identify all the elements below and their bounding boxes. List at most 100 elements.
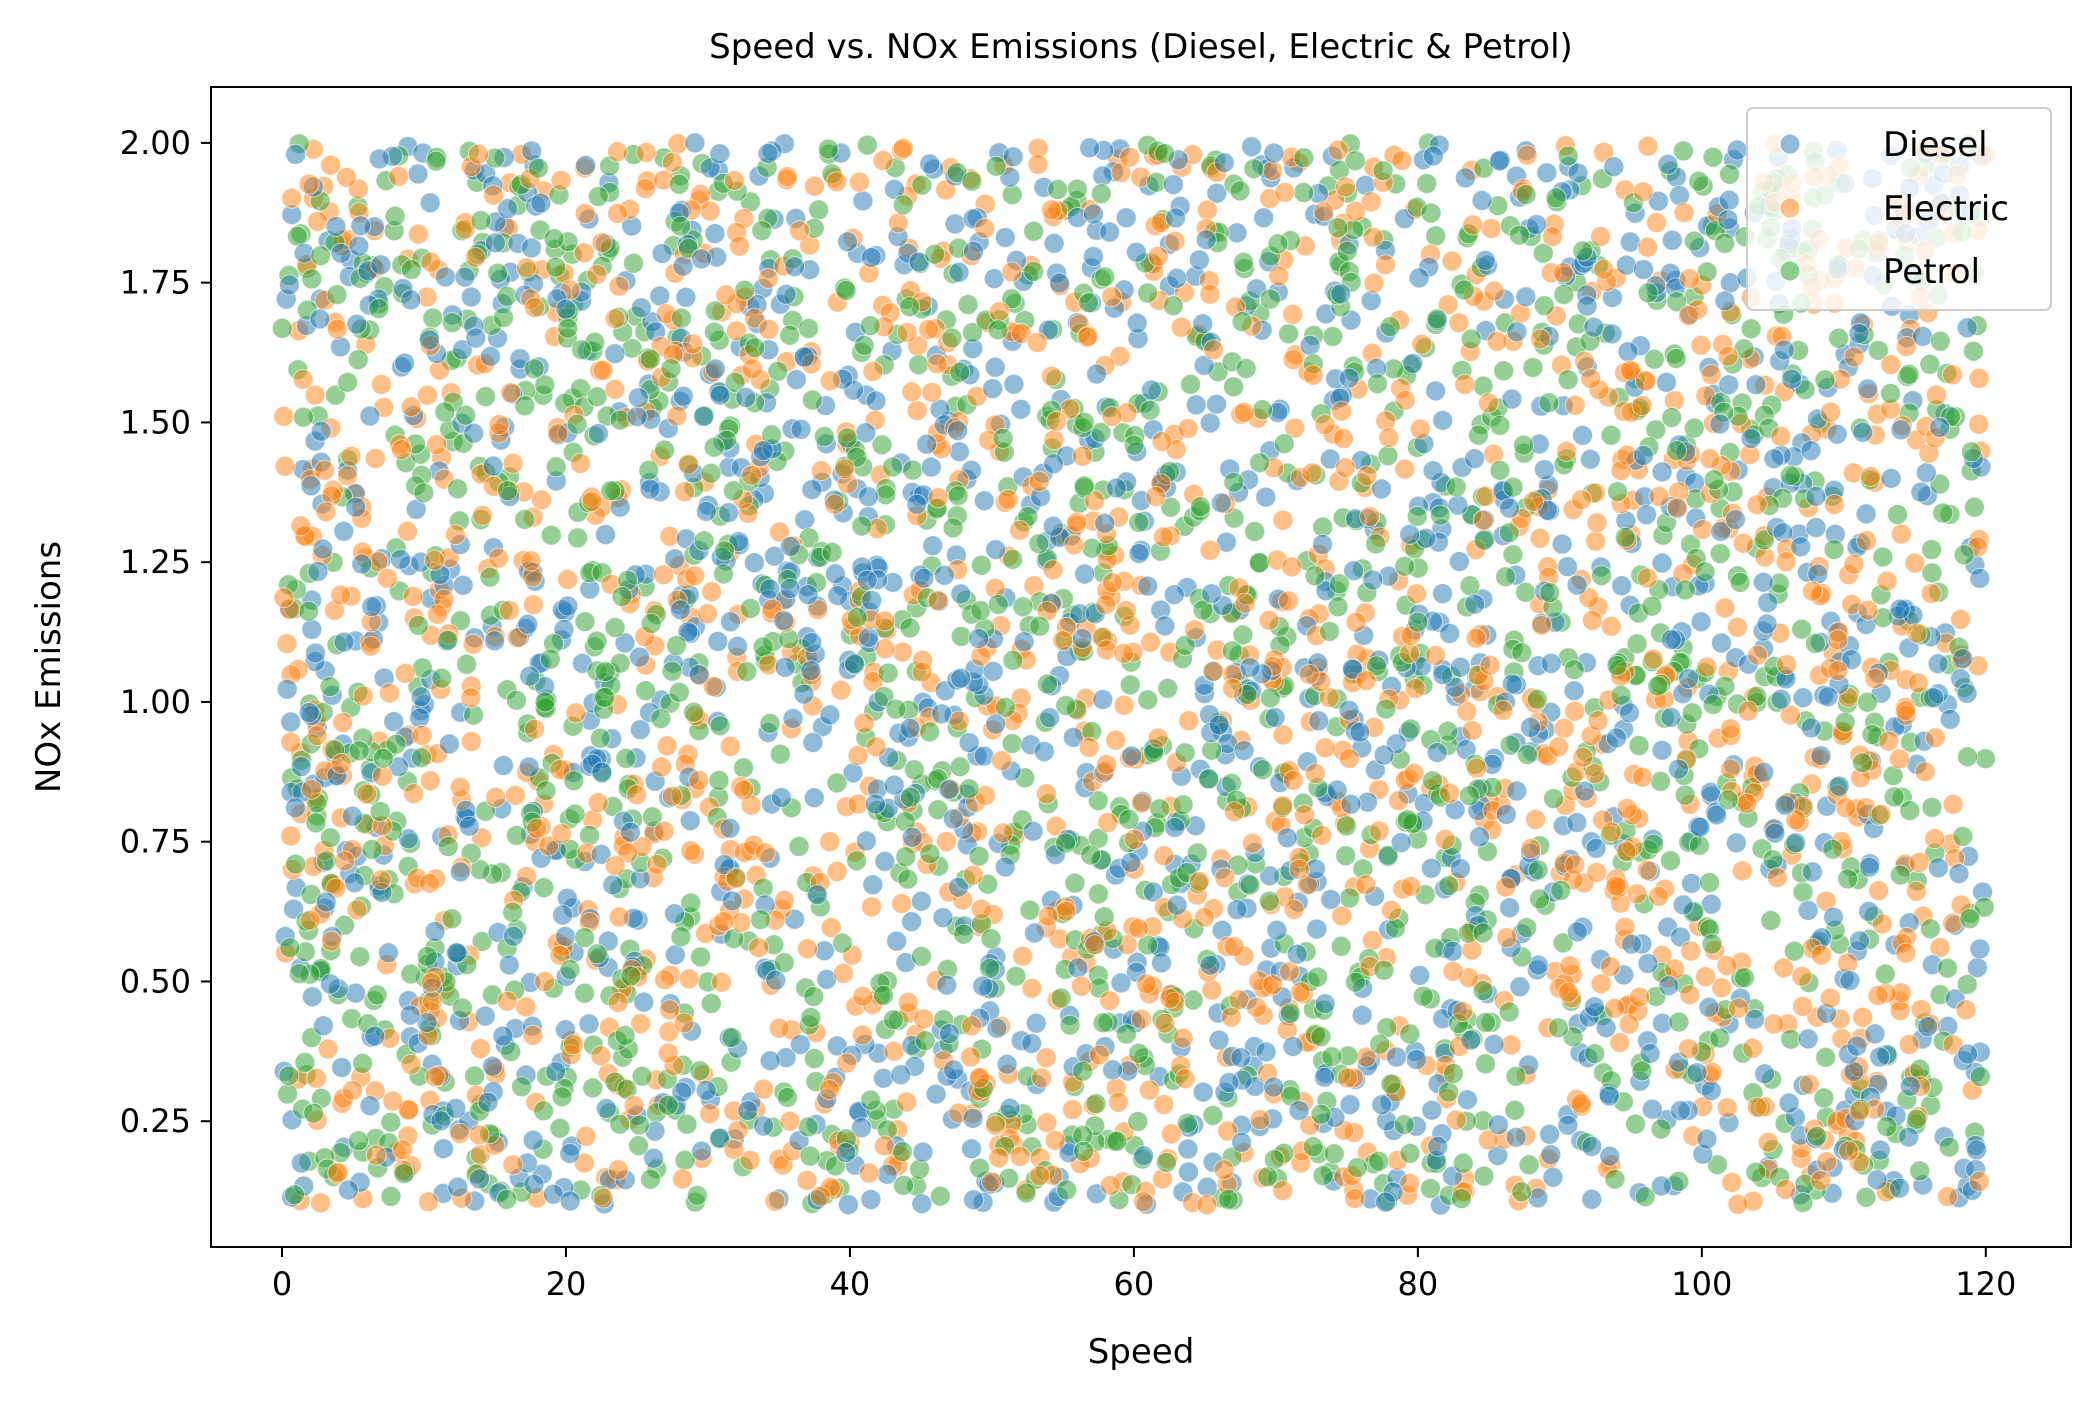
data-point-electric [551, 823, 573, 845]
data-point-electric [315, 501, 337, 523]
data-point-petrol [998, 1167, 1020, 1189]
data-point-petrol [1779, 465, 1801, 486]
data-point-electric [280, 731, 302, 753]
data-point-electric [1314, 737, 1336, 759]
data-point-electric [1864, 668, 1886, 689]
data-point-petrol [1643, 833, 1665, 855]
data-point-diesel [919, 153, 941, 175]
data-point-diesel [377, 942, 399, 964]
data-point-diesel [963, 1189, 984, 1211]
data-point-petrol [1400, 718, 1422, 740]
data-point-diesel [720, 611, 741, 633]
data-point-diesel [1351, 1004, 1373, 1026]
data-point-diesel [1576, 295, 1598, 317]
data-point-electric [1584, 763, 1606, 785]
data-point-electric [1037, 905, 1059, 927]
data-point-diesel [492, 755, 514, 776]
data-point-electric [701, 581, 723, 603]
data-point-electric [1604, 997, 1626, 1019]
data-point-electric [299, 909, 321, 931]
data-point-diesel [333, 631, 355, 653]
data-point-petrol [1420, 202, 1442, 224]
data-point-petrol [1952, 825, 1974, 847]
data-point-diesel [947, 420, 969, 442]
data-point-diesel [985, 713, 1007, 735]
data-point-electric [918, 319, 939, 341]
data-point-electric [504, 784, 526, 806]
data-point-electric [634, 178, 656, 199]
data-point-electric [419, 872, 440, 894]
data-point-petrol [1396, 809, 1418, 831]
data-point-petrol [1249, 552, 1270, 574]
data-point-petrol [927, 799, 949, 821]
data-point-petrol [1709, 543, 1731, 565]
data-point-electric [1105, 729, 1127, 751]
data-point-electric [1838, 1140, 1860, 1162]
data-point-diesel [1655, 371, 1677, 393]
data-point-electric [562, 1034, 584, 1056]
data-point-electric [678, 968, 700, 990]
data-point-diesel [779, 578, 801, 599]
data-point-diesel [1162, 174, 1184, 196]
data-point-electric [1757, 1131, 1779, 1153]
data-point-petrol [1339, 887, 1361, 909]
data-point-diesel [1689, 816, 1711, 838]
data-point-diesel [1757, 592, 1779, 614]
data-point-electric [1301, 462, 1323, 484]
data-point-petrol [1094, 266, 1116, 288]
data-point-diesel [1828, 775, 1850, 797]
data-point-electric [1403, 762, 1425, 784]
data-point-diesel [1105, 477, 1127, 499]
data-point-electric [651, 756, 672, 778]
data-point-petrol [348, 740, 370, 762]
data-point-electric [1478, 392, 1499, 414]
data-point-diesel [1566, 921, 1588, 943]
data-point-electric [1968, 413, 1990, 435]
data-point-petrol [853, 334, 875, 356]
data-point-petrol [1323, 1143, 1345, 1165]
data-point-electric [1581, 609, 1603, 631]
data-point-electric [607, 1159, 629, 1181]
data-point-electric [1810, 1169, 1832, 1191]
data-point-petrol [714, 540, 736, 562]
data-point-electric [273, 405, 295, 427]
data-point-electric [819, 1079, 840, 1101]
data-point-petrol [1823, 539, 1845, 560]
data-point-petrol [903, 759, 925, 781]
data-point-petrol [413, 482, 435, 504]
data-point-electric [1188, 870, 1210, 892]
data-point-diesel [1551, 533, 1573, 555]
data-point-diesel [802, 732, 824, 753]
data-point-diesel [1226, 899, 1248, 921]
data-point-diesel [1566, 812, 1588, 833]
data-point-electric [1331, 400, 1353, 422]
data-point-diesel [1405, 1049, 1427, 1070]
data-point-petrol [1545, 187, 1567, 209]
data-point-electric [623, 1095, 645, 1117]
data-point-diesel [290, 1152, 312, 1174]
data-point-diesel [1320, 889, 1342, 910]
data-point-electric [1072, 445, 1093, 467]
data-point-electric [1717, 345, 1739, 367]
data-point-diesel [557, 595, 579, 617]
data-point-electric [418, 1191, 440, 1213]
data-point-electric [1345, 611, 1367, 633]
data-point-electric [1214, 867, 1236, 889]
data-point-diesel [693, 405, 715, 427]
data-point-diesel [764, 545, 785, 567]
data-point-electric [1281, 556, 1303, 578]
data-point-electric [1102, 572, 1123, 594]
data-point-petrol [301, 268, 323, 290]
data-point-electric [471, 504, 493, 526]
data-point-diesel [688, 664, 710, 685]
data-point-petrol [1607, 481, 1628, 503]
data-point-petrol [1080, 844, 1102, 866]
data-point-petrol [431, 667, 453, 689]
data-point-petrol [1804, 633, 1826, 654]
data-point-diesel [1067, 957, 1089, 979]
data-point-electric [1699, 448, 1721, 470]
data-point-diesel [595, 1098, 617, 1119]
data-point-diesel [1869, 1046, 1891, 1068]
data-point-diesel [1957, 1043, 1979, 1065]
data-point-diesel [337, 1179, 359, 1201]
